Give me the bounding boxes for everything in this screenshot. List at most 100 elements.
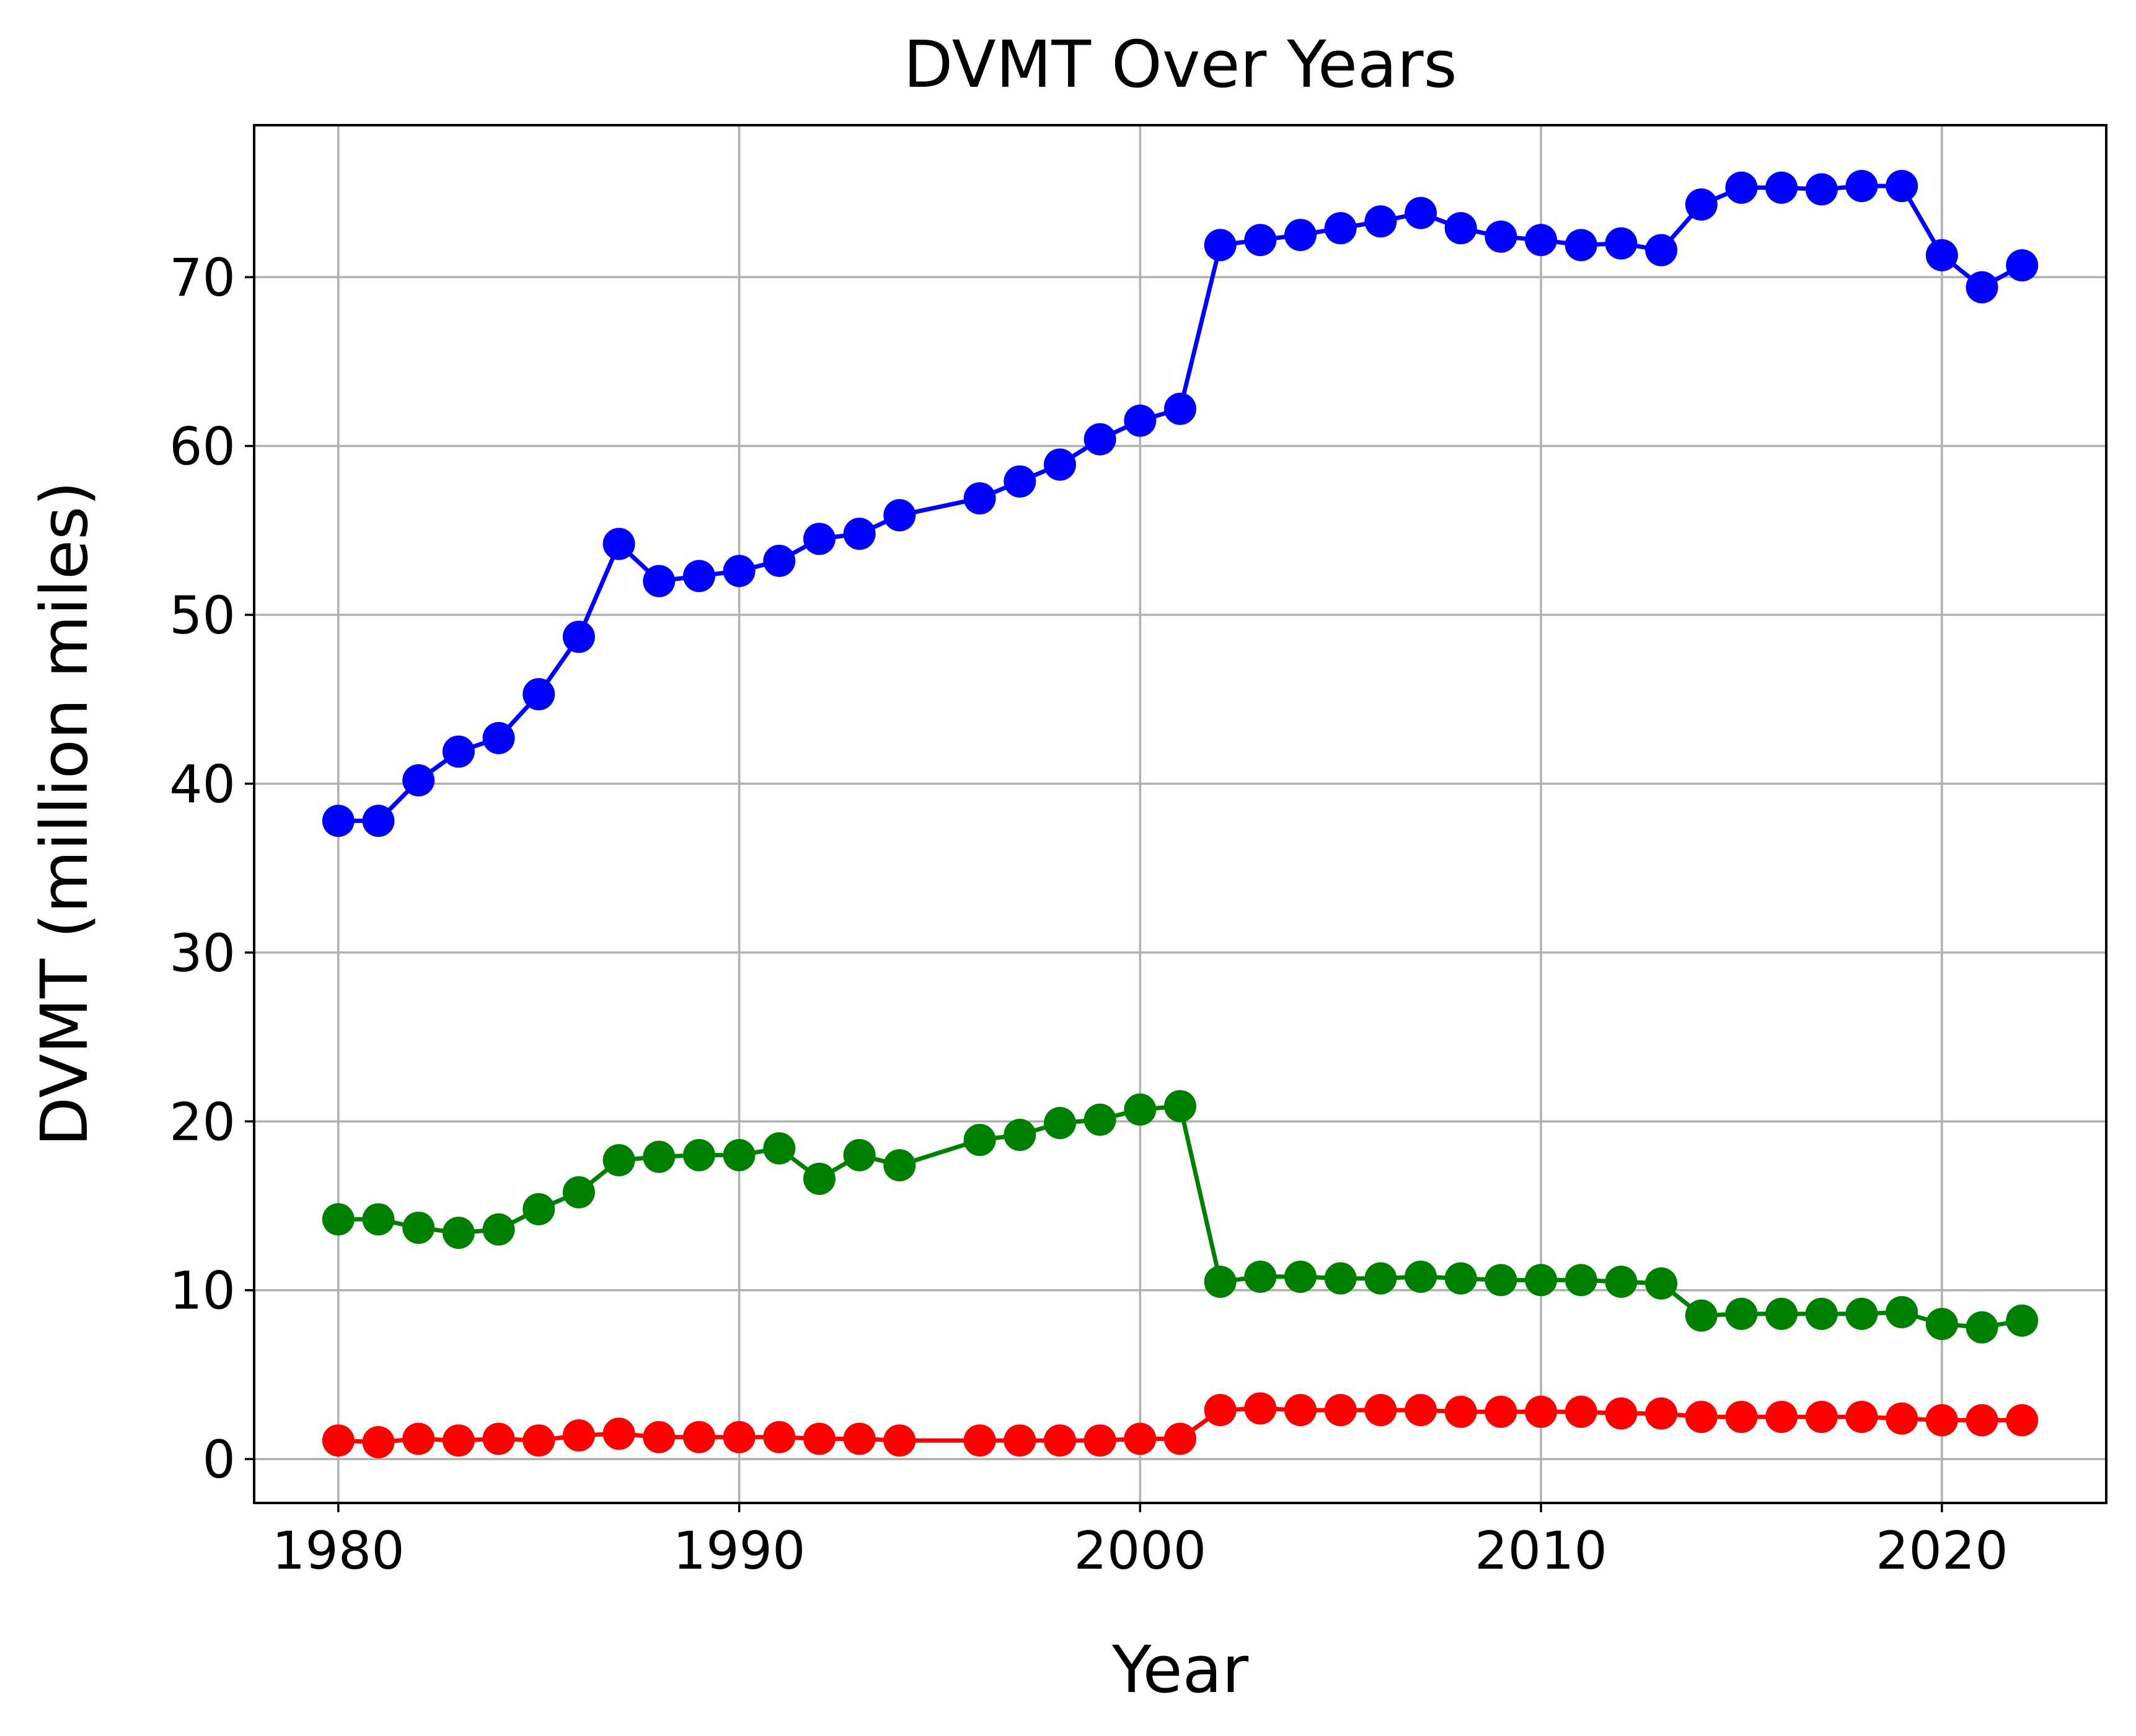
data-point	[1845, 170, 1878, 203]
data-point	[562, 1419, 595, 1452]
data-point	[803, 1422, 836, 1455]
data-point	[643, 1421, 676, 1453]
grid-lines	[254, 125, 2106, 1503]
data-point	[2006, 1404, 2039, 1437]
data-point	[523, 1192, 555, 1225]
data-point	[1564, 229, 1597, 262]
data-point	[1805, 1401, 1838, 1434]
data-point	[963, 1124, 996, 1157]
data-point	[1645, 1267, 1678, 1300]
data-point	[763, 544, 796, 577]
data-point	[963, 1424, 996, 1457]
data-point	[1244, 1260, 1277, 1293]
data-point	[442, 1217, 475, 1249]
y-tick-label: 50	[169, 585, 236, 646]
data-point	[1364, 1394, 1397, 1427]
data-point	[1124, 404, 1157, 437]
data-point	[1925, 239, 1958, 271]
data-point	[1083, 423, 1116, 456]
data-point	[803, 1162, 836, 1195]
y-tick-label: 70	[169, 247, 236, 308]
data-point	[1925, 1404, 1958, 1437]
data-point	[1605, 227, 1638, 260]
data-point	[1765, 1401, 1798, 1434]
y-tick-label: 20	[169, 1091, 236, 1152]
data-point	[362, 1203, 395, 1236]
data-point	[1605, 1397, 1638, 1430]
data-point	[482, 721, 515, 754]
data-point	[1725, 171, 1758, 204]
series-group	[322, 170, 2039, 1458]
data-point	[402, 764, 435, 797]
x-tick-label: 1990	[673, 1520, 806, 1581]
data-point	[1485, 1264, 1517, 1297]
data-point	[643, 565, 676, 597]
data-point	[682, 1139, 715, 1171]
data-point	[1564, 1395, 1597, 1428]
data-point	[1405, 1260, 1437, 1293]
x-tick-label: 1980	[272, 1520, 405, 1581]
data-point	[1284, 219, 1317, 252]
data-point	[1124, 1422, 1157, 1455]
data-point	[723, 1139, 756, 1171]
data-point	[1043, 448, 1076, 481]
data-point	[1645, 234, 1678, 267]
data-point	[442, 1424, 475, 1457]
data-point	[322, 1424, 355, 1457]
data-point	[402, 1422, 435, 1455]
data-point	[562, 1176, 595, 1209]
data-point	[1966, 271, 1998, 304]
data-point	[723, 1421, 756, 1453]
data-point	[1204, 229, 1237, 262]
data-point	[1004, 1424, 1036, 1457]
data-point	[442, 735, 475, 768]
data-point	[1164, 1090, 1196, 1122]
data-point	[1925, 1308, 1958, 1341]
data-point	[883, 1149, 916, 1182]
data-point	[1886, 170, 1918, 203]
data-point	[883, 499, 916, 532]
x-axis-label: Year	[1111, 1632, 1248, 1707]
data-point	[1805, 1297, 1838, 1330]
data-point	[682, 1421, 715, 1453]
series-3	[322, 1392, 2039, 1458]
data-point	[843, 1139, 876, 1171]
data-point	[1324, 212, 1357, 245]
data-point	[1886, 1402, 1918, 1435]
data-point	[602, 527, 635, 560]
data-point	[362, 804, 395, 837]
data-point	[322, 1203, 355, 1236]
data-point	[1083, 1103, 1116, 1136]
data-point	[1966, 1404, 1998, 1437]
data-point	[763, 1132, 796, 1165]
data-point	[1645, 1397, 1678, 1430]
plot-frame	[253, 124, 2107, 1504]
data-point	[402, 1211, 435, 1244]
data-point	[1525, 224, 1558, 257]
data-point	[1725, 1401, 1758, 1434]
data-point	[1043, 1424, 1076, 1457]
data-point	[1564, 1264, 1597, 1297]
data-point	[1845, 1297, 1878, 1330]
data-point	[1324, 1394, 1357, 1427]
data-point	[562, 620, 595, 653]
data-point	[843, 1422, 876, 1455]
data-point	[1284, 1260, 1317, 1293]
data-point	[1725, 1297, 1758, 1330]
data-point	[1204, 1266, 1237, 1298]
data-point	[723, 555, 756, 588]
x-tick-label: 2010	[1475, 1520, 1607, 1581]
data-point	[1324, 1262, 1357, 1295]
data-point	[602, 1417, 635, 1450]
data-point	[523, 1424, 555, 1457]
data-point	[963, 482, 996, 515]
axis-ticks: 1980 1990 2000 2010 2020 0 10 20 30 40 50 60 70	[169, 247, 2008, 1581]
data-point	[1083, 1424, 1116, 1457]
data-point	[803, 522, 836, 555]
data-point	[1204, 1394, 1237, 1427]
data-point	[883, 1424, 916, 1457]
data-point	[1605, 1266, 1638, 1298]
data-point	[1444, 212, 1477, 245]
